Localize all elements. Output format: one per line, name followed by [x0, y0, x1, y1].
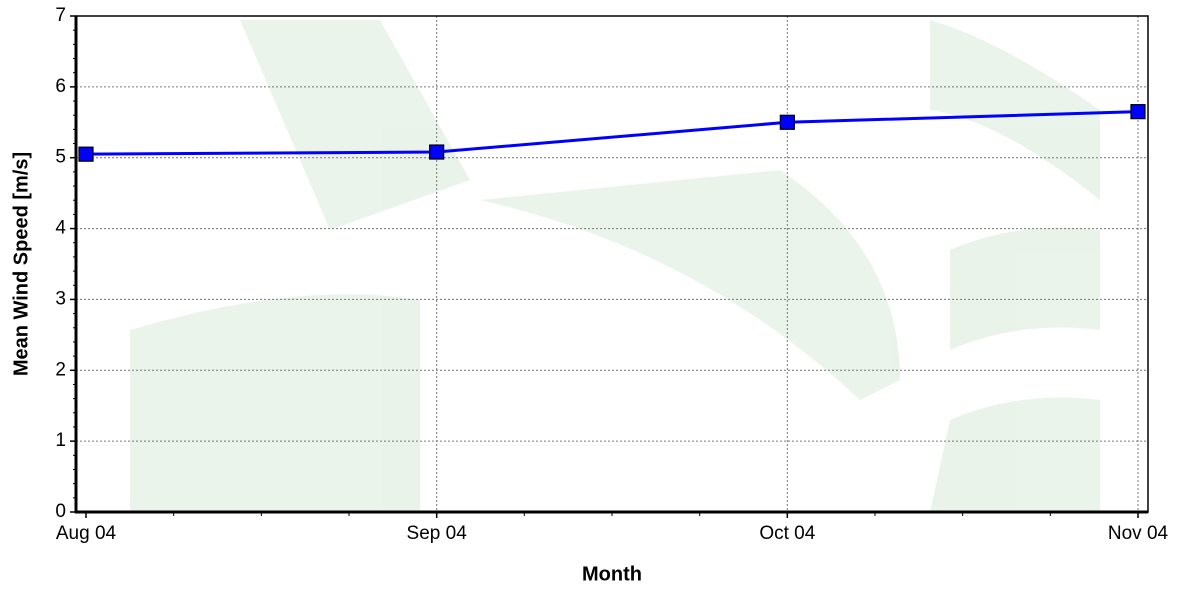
x-tick-label: Nov 04	[1108, 523, 1169, 544]
data-marker	[780, 115, 794, 129]
x-tick-label: Oct 04	[759, 523, 815, 544]
y-tick-label: 4	[55, 218, 66, 239]
y-tick-label: 7	[55, 5, 66, 26]
data-marker	[1131, 105, 1145, 119]
data-marker	[430, 145, 444, 159]
watermark	[130, 20, 1100, 512]
y-tick-label: 2	[55, 359, 66, 380]
y-tick-label: 5	[55, 147, 66, 168]
y-axis-title: Mean Wind Speed [m/s]	[10, 152, 32, 376]
x-axis-title: Month	[582, 563, 642, 585]
y-tick-label: 0	[55, 501, 66, 522]
x-tick-label: Aug 04	[56, 523, 117, 544]
x-tick-label: Sep 04	[407, 523, 468, 544]
data-marker	[79, 147, 93, 161]
y-tick-label: 3	[55, 288, 66, 309]
y-tick-label: 6	[55, 76, 66, 97]
chart: Month Mean Wind Speed [m/s] 0 1 2 3 4 5 6 7 Aug …	[0, 0, 1191, 590]
y-tick-label: 1	[55, 430, 66, 451]
